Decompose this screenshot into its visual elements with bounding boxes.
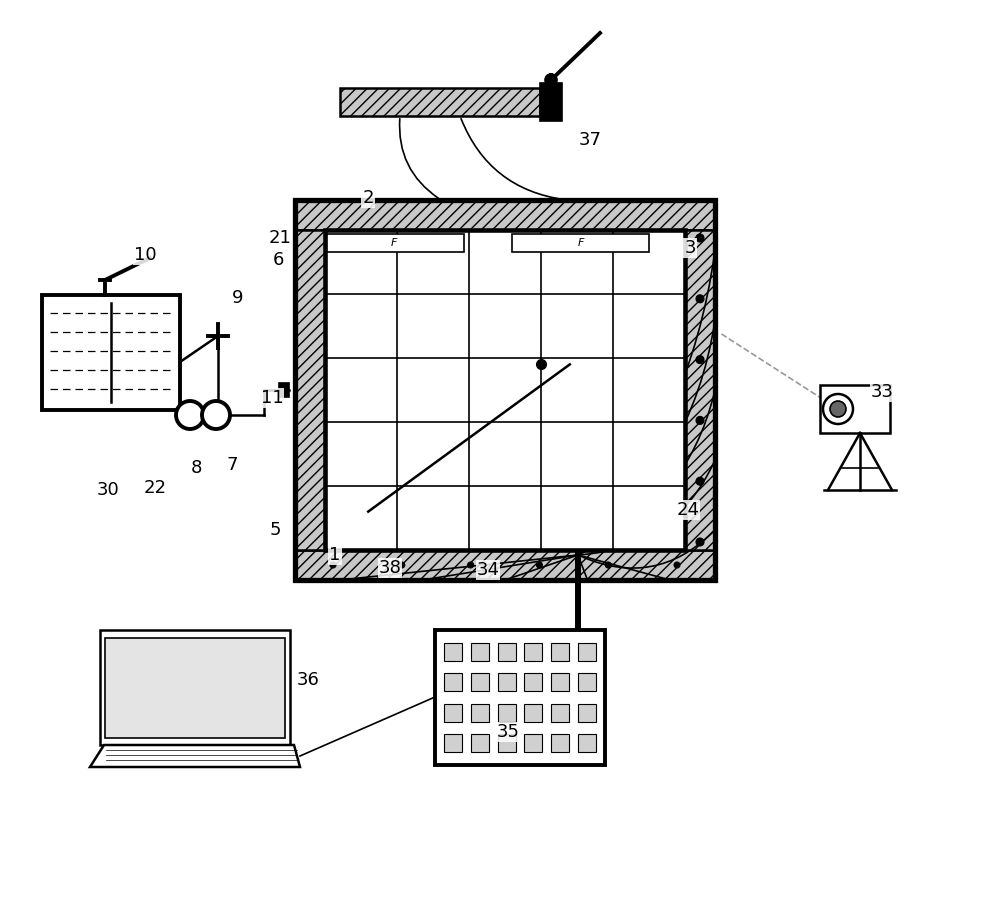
Bar [327, 234, 464, 252]
Circle shape [468, 562, 474, 568]
Circle shape [696, 417, 704, 424]
Bar [435, 630, 605, 765]
Bar [551, 673, 569, 691]
Text: 22: 22 [144, 479, 166, 497]
Bar [498, 735, 516, 752]
Text: 36: 36 [297, 671, 319, 689]
Bar [512, 234, 649, 252]
Bar [295, 550, 715, 580]
Circle shape [696, 234, 704, 242]
Bar [295, 200, 715, 230]
Bar [340, 88, 540, 116]
Circle shape [674, 562, 680, 568]
Bar [524, 673, 542, 691]
Circle shape [176, 401, 204, 429]
Bar [820, 385, 890, 433]
Bar [105, 638, 285, 738]
Text: 3: 3 [684, 239, 696, 257]
Bar [685, 230, 715, 550]
Circle shape [545, 74, 557, 86]
Text: 7: 7 [226, 456, 238, 474]
Bar [578, 642, 596, 660]
Bar [578, 735, 596, 752]
Text: 34: 34 [477, 561, 500, 579]
Bar [471, 642, 489, 660]
Text: 33: 33 [870, 383, 894, 401]
Polygon shape [90, 745, 300, 767]
Bar [540, 83, 562, 121]
Text: 8: 8 [190, 459, 202, 477]
Text: 6: 6 [272, 251, 284, 269]
Text: 21: 21 [269, 229, 291, 247]
Circle shape [605, 562, 611, 568]
Circle shape [202, 401, 230, 429]
Text: 5: 5 [269, 521, 281, 539]
Text: 35: 35 [496, 723, 520, 741]
Bar [524, 704, 542, 722]
Circle shape [399, 562, 405, 568]
Text: F: F [577, 238, 584, 248]
Circle shape [536, 562, 542, 568]
Bar [295, 200, 715, 580]
Bar [578, 673, 596, 691]
Bar [471, 673, 489, 691]
Text: 11: 11 [261, 389, 283, 407]
Circle shape [696, 294, 704, 303]
Bar [295, 230, 325, 550]
Bar [42, 295, 180, 410]
Circle shape [830, 401, 846, 417]
Bar [551, 642, 569, 660]
Circle shape [823, 394, 853, 424]
Text: 1: 1 [329, 546, 341, 564]
Bar [444, 735, 462, 752]
Bar [524, 735, 542, 752]
Bar [498, 704, 516, 722]
Text: 2: 2 [362, 189, 374, 207]
Bar [444, 704, 462, 722]
Bar [551, 704, 569, 722]
Bar [325, 230, 685, 550]
Text: F: F [390, 238, 397, 248]
Text: 30: 30 [97, 481, 119, 499]
Circle shape [696, 538, 704, 546]
Circle shape [696, 355, 704, 363]
Circle shape [330, 562, 336, 568]
Bar [498, 642, 516, 660]
Bar [578, 704, 596, 722]
Bar [471, 704, 489, 722]
Bar [279, 383, 289, 397]
Bar [444, 642, 462, 660]
Bar [498, 673, 516, 691]
Text: 37: 37 [578, 131, 602, 149]
Circle shape [696, 477, 704, 486]
Bar [444, 673, 462, 691]
Text: 24: 24 [676, 501, 700, 519]
Text: 10: 10 [134, 246, 156, 264]
Bar [524, 642, 542, 660]
Bar [551, 735, 569, 752]
Bar [100, 630, 290, 745]
Text: 9: 9 [232, 289, 244, 307]
Text: 38: 38 [379, 559, 401, 577]
Bar [471, 735, 489, 752]
